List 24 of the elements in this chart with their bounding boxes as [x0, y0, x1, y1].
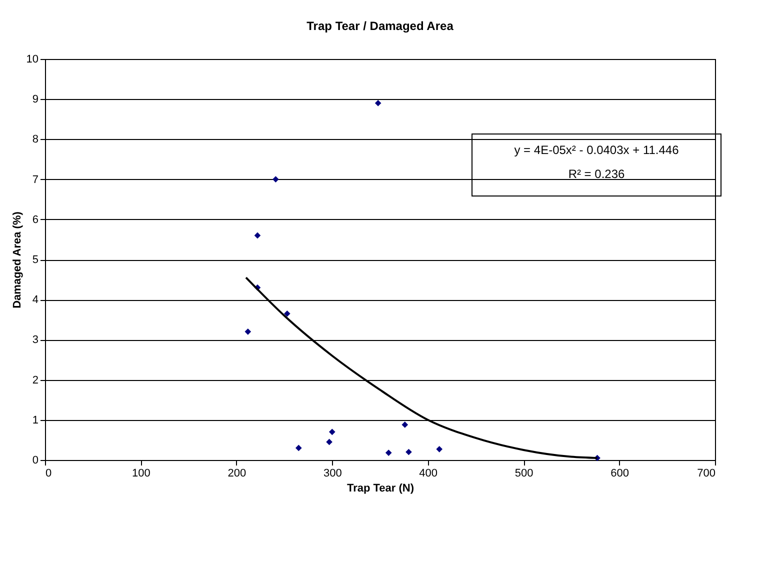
y-tick-label: 4	[32, 294, 38, 306]
y-tick-label: 0	[32, 454, 38, 466]
y-tick-label: 1	[32, 414, 38, 426]
annotation: R² = 0.236	[568, 167, 626, 181]
y-tick-label: 10	[26, 54, 38, 66]
x-tick-label: 0	[46, 468, 52, 480]
x-tick-label: 600	[610, 468, 629, 480]
y-tick-label: 5	[32, 254, 38, 266]
y-tick-label: 7	[32, 174, 38, 186]
y-tick-label: 3	[32, 334, 38, 346]
y-tick-label: 6	[32, 214, 38, 226]
x-tick-label: 500	[514, 468, 534, 480]
x-tick-label: 700	[697, 468, 716, 480]
x-axis-title: Trap Tear (N)	[346, 482, 414, 494]
x-tick-label: 400	[419, 468, 438, 480]
y-tick-label: 8	[32, 134, 38, 146]
chart-title: Trap Tear / Damaged Area	[306, 19, 454, 33]
annotation: y = 4E-05x² - 0.0403x + 11.446	[514, 143, 680, 157]
y-axis-title: Damaged Area (%)	[11, 211, 24, 308]
x-tick-label: 100	[132, 468, 150, 480]
x-tick-label: 300	[323, 468, 342, 480]
y-tick-label: 9	[32, 94, 38, 106]
y-tick-label: 2	[32, 374, 38, 386]
x-tick-label: 200	[228, 468, 246, 480]
